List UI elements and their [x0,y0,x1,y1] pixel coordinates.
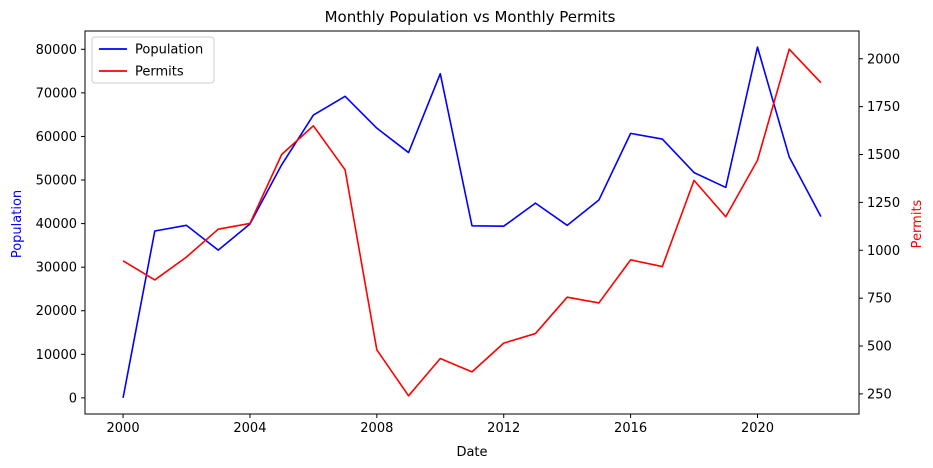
y-left-tick-label: 60000 [36,130,77,145]
y-left-tick-label: 20000 [36,304,77,319]
y-left-tick-label: 40000 [36,217,77,232]
permits-line [122,48,822,397]
y-right-tick-label: 1500 [867,148,900,163]
legend: Population Permits [91,36,215,84]
y-right-tick-label: 1250 [867,196,900,211]
y-right-tick-label: 1750 [867,100,900,115]
x-tick-label: 2000 [107,421,140,436]
y-right-tick-label: 2000 [867,52,900,67]
x-tick-label: 2016 [614,421,647,436]
x-tick-label: 2004 [233,421,266,436]
y-left-tick-label: 0 [69,391,77,406]
y-left-tick-label: 80000 [36,43,77,58]
chart-title: Monthly Population vs Monthly Permits [325,8,616,26]
legend-label-population: Population [135,43,203,58]
x-tick-label: 2012 [487,421,520,436]
y-axis-right-title: Permits [910,199,925,248]
y-right-tick-label: 1000 [867,244,900,259]
x-tick-label: 2008 [360,421,393,436]
x-axis-title: Date [456,445,487,460]
y-left-tick-label: 10000 [36,348,77,363]
y-right-tick-label: 500 [867,340,892,355]
x-axis: 2000 2004 2008 2012 2016 2020 [107,414,774,436]
plot-area [84,30,860,415]
y-right-tick-label: 250 [867,387,892,402]
y-left-tick-label: 70000 [36,86,77,101]
legend-label-permits: Permits [135,65,184,80]
y-right-tick-label: 750 [867,292,892,307]
y-axis-right: 250 500 750 1000 1250 1500 1750 2000 [859,52,900,402]
y-axis-left: 0 10000 20000 30000 40000 50000 60000 70000 8000… [36,43,85,406]
x-tick-label: 2020 [741,421,774,436]
y-axis-left-title: Population [10,190,25,258]
y-left-tick-label: 30000 [36,261,77,276]
population-line [122,46,822,399]
y-left-tick-label: 50000 [36,174,77,189]
series-layer [122,46,822,399]
